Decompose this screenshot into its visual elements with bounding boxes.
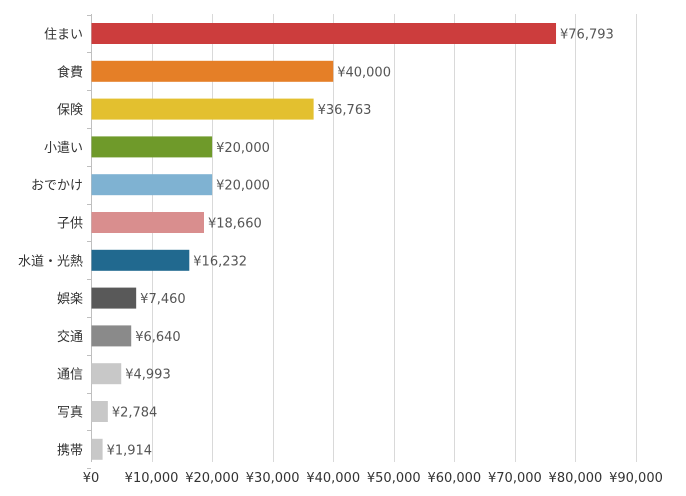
category-label: 水道・光熱 — [18, 254, 83, 269]
x-tick-label: ¥90,000 — [609, 471, 663, 486]
x-tick-label: ¥30,000 — [246, 471, 300, 486]
category-label: 携帯 — [57, 442, 83, 458]
grid-lines — [87, 14, 637, 469]
category-label: 保険 — [57, 103, 83, 118]
category-label: 食費 — [57, 64, 83, 80]
category-label: 写真 — [57, 406, 83, 421]
x-tick-label: ¥50,000 — [367, 471, 421, 486]
bar-2 — [91, 98, 314, 120]
data-label: ¥16,232 — [193, 254, 247, 269]
x-tick-label: ¥60,000 — [427, 471, 481, 486]
bar-7 — [91, 287, 137, 309]
x-tick-label: ¥20,000 — [185, 471, 239, 486]
category-label: 交通 — [57, 329, 83, 345]
bar-0 — [91, 23, 557, 44]
bar-10 — [91, 401, 108, 422]
data-label: ¥7,460 — [140, 292, 186, 307]
bars — [91, 23, 557, 460]
x-tick-label: ¥10,000 — [125, 471, 179, 486]
category-label: 娯楽 — [57, 291, 83, 307]
bar-9 — [91, 363, 122, 385]
category-label: 小遣い — [44, 141, 83, 156]
data-label: ¥6,640 — [135, 330, 181, 345]
x-tick-label: ¥80,000 — [549, 471, 603, 486]
category-label: 住まい — [44, 28, 83, 43]
data-label: ¥76,793 — [560, 28, 614, 43]
category-label: 子供 — [57, 217, 83, 232]
data-label: ¥20,000 — [216, 179, 270, 194]
data-label: ¥2,784 — [112, 406, 158, 421]
bar-5 — [91, 212, 204, 233]
bar-3 — [91, 136, 213, 158]
bar-8 — [91, 325, 132, 347]
data-label: ¥18,660 — [208, 217, 262, 232]
data-label: ¥20,000 — [216, 141, 270, 156]
labels: ¥0 ¥10,000 ¥20,000 ¥30,000 ¥40,000 ¥50,000 ¥60… — [18, 28, 663, 487]
bar-4 — [91, 174, 213, 196]
bar-1 — [91, 60, 334, 82]
data-label: ¥1,914 — [107, 443, 153, 458]
category-label: おでかけ — [31, 179, 83, 194]
data-label: ¥36,763 — [318, 103, 372, 118]
x-tick-label: ¥0 — [83, 471, 100, 486]
x-tick-label: ¥40,000 — [306, 471, 360, 486]
data-label: ¥4,993 — [125, 368, 170, 383]
category-label: 通信 — [57, 368, 83, 383]
x-tick-label: ¥70,000 — [488, 471, 542, 486]
bar-11 — [91, 438, 103, 460]
bar-6 — [91, 249, 190, 271]
data-label: ¥40,000 — [337, 65, 391, 80]
